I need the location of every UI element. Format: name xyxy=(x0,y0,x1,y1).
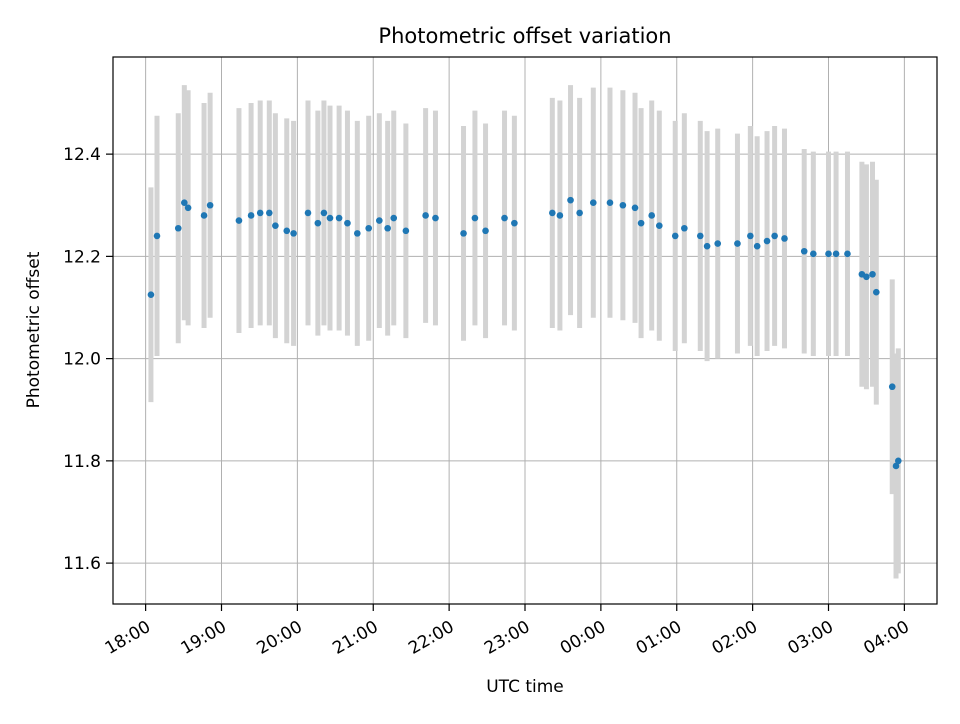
data-point xyxy=(266,209,273,217)
data-point xyxy=(747,232,754,240)
y-axis-ticks: 11.6 11.8 12.0 12.2 12.4 xyxy=(63,145,113,574)
data-point xyxy=(384,224,391,232)
data-point xyxy=(832,250,840,258)
data-point xyxy=(290,230,297,237)
data-point xyxy=(631,204,639,212)
data-point xyxy=(734,240,741,247)
data-point xyxy=(181,199,188,206)
data-point xyxy=(681,224,688,232)
data-point xyxy=(753,242,761,250)
chart-title: Photometric offset variation xyxy=(378,24,671,48)
data-point xyxy=(206,201,214,209)
data-point xyxy=(326,214,334,222)
data-point xyxy=(153,232,161,240)
data-point xyxy=(365,224,372,232)
data-point xyxy=(272,222,279,230)
data-point xyxy=(844,250,851,258)
data-point xyxy=(781,235,788,242)
y-tick-label: 12.0 xyxy=(63,350,101,370)
data-point xyxy=(567,196,574,204)
data-point xyxy=(873,288,880,296)
data-point xyxy=(432,214,439,222)
data-point xyxy=(471,214,479,222)
data-point xyxy=(174,224,182,232)
data-point xyxy=(648,212,656,219)
data-point xyxy=(800,247,808,255)
data-point xyxy=(810,250,817,258)
grid-lines xyxy=(113,57,937,604)
data-point xyxy=(869,270,876,278)
data-point xyxy=(376,217,383,224)
data-point xyxy=(304,209,312,217)
data-point xyxy=(888,383,896,391)
data-point xyxy=(703,242,711,250)
data-point xyxy=(549,209,556,217)
data-point xyxy=(184,204,192,212)
data-point xyxy=(344,219,351,227)
y-tick-label: 11.8 xyxy=(63,452,101,472)
data-point xyxy=(576,209,583,217)
data-point xyxy=(696,232,704,240)
data-point xyxy=(895,457,902,465)
data-point xyxy=(619,201,627,209)
data-point xyxy=(147,291,155,299)
data-point xyxy=(714,240,722,247)
data-point xyxy=(422,212,429,219)
data-point xyxy=(320,209,328,217)
data-point xyxy=(256,209,264,217)
data-point xyxy=(314,219,322,227)
data-point xyxy=(354,230,361,237)
data-point xyxy=(482,227,489,235)
data-point xyxy=(863,273,870,281)
data-point xyxy=(671,232,679,240)
data-point xyxy=(402,227,410,235)
y-tick-label: 12.4 xyxy=(63,145,101,165)
x-axis-label: UTC time xyxy=(486,677,564,697)
data-point xyxy=(637,219,645,227)
data-point xyxy=(589,199,597,206)
data-point xyxy=(655,222,663,230)
data-point xyxy=(556,212,564,219)
data-point xyxy=(390,214,398,222)
data-point xyxy=(771,232,778,240)
y-tick-label: 12.2 xyxy=(63,247,101,267)
data-point xyxy=(200,212,208,219)
data-point xyxy=(511,219,518,227)
y-axis-label: Photometric offset xyxy=(24,251,44,408)
data-point xyxy=(606,199,614,206)
data-point xyxy=(247,212,255,219)
y-tick-label: 11.6 xyxy=(63,554,101,574)
data-point xyxy=(825,250,832,258)
data-points xyxy=(147,196,902,470)
data-point xyxy=(460,230,467,237)
data-point xyxy=(235,217,243,224)
data-point xyxy=(892,462,900,470)
data-point xyxy=(283,227,291,235)
data-point xyxy=(335,214,343,222)
data-point xyxy=(501,214,508,222)
data-point xyxy=(763,237,771,245)
